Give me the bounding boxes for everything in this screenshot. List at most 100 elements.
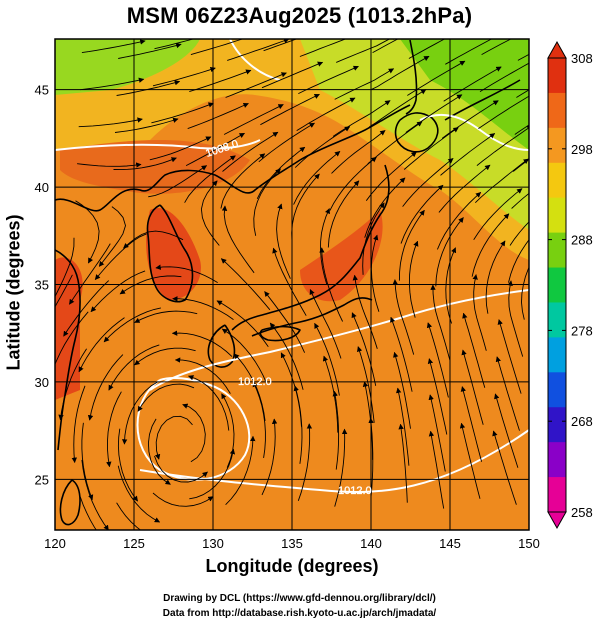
y-tick-label: 45 — [35, 83, 49, 98]
streamline — [258, 122, 315, 163]
streamline — [329, 156, 377, 211]
isobar-1008 — [55, 139, 261, 151]
streamline — [402, 158, 454, 207]
wind-streamlines — [55, 39, 529, 530]
streamline — [225, 72, 287, 98]
isobars — [55, 39, 529, 494]
streamline — [390, 316, 413, 392]
map-title: MSM 06Z23Aug2025 (1013.2hPa) — [126, 3, 473, 28]
streamline — [362, 202, 385, 275]
streamline — [276, 203, 291, 279]
isobar-north-2 — [419, 113, 529, 151]
streamline — [80, 77, 145, 91]
field-green-nw — [55, 39, 200, 95]
x-tick-labels: 120 125 130 135 140 145 150 — [44, 536, 540, 551]
streamline — [223, 104, 284, 135]
credit-drawing: Drawing by DCL (https://www.gfd-dennou.o… — [163, 593, 436, 604]
colorbar-segment — [548, 127, 566, 164]
streamline — [497, 319, 522, 394]
streamline — [264, 291, 306, 353]
streamline — [372, 39, 399, 53]
streamline — [221, 328, 268, 385]
streamline — [478, 95, 529, 129]
streamline — [137, 383, 195, 412]
streamline — [77, 162, 142, 168]
streamline — [75, 200, 100, 264]
x-tick-label: 145 — [439, 536, 461, 551]
x-tick-label: 130 — [202, 536, 224, 551]
streamline — [440, 133, 496, 176]
streamline — [152, 492, 214, 507]
streamline — [187, 375, 230, 431]
streamline — [509, 221, 529, 246]
streamline — [185, 132, 245, 167]
streamline — [293, 151, 341, 205]
streamline — [184, 155, 236, 203]
streamline — [472, 274, 487, 351]
streamline — [471, 213, 510, 277]
y-tick-label: 40 — [35, 180, 49, 195]
streamline — [331, 130, 386, 174]
streamline — [155, 415, 193, 460]
streamline — [405, 94, 463, 133]
streamline — [113, 157, 177, 171]
streamline — [119, 275, 182, 295]
streamline — [441, 100, 499, 139]
streamline — [430, 284, 451, 361]
streamline — [428, 394, 446, 472]
streamline — [393, 351, 411, 429]
streamline — [398, 209, 425, 281]
streamline — [252, 381, 266, 458]
streamline — [474, 158, 529, 204]
streamline — [149, 136, 212, 161]
streamline — [189, 448, 236, 500]
streamline — [220, 153, 266, 209]
streamline — [516, 89, 529, 98]
field-hot-honshu — [300, 210, 383, 302]
streamline — [222, 131, 279, 172]
streamline — [261, 418, 278, 496]
streamline — [171, 330, 233, 357]
credit-data: Data from http://database.rish.kyoto-u.a… — [162, 608, 437, 619]
streamline — [79, 496, 97, 530]
streamline — [314, 322, 340, 396]
streamline — [71, 385, 86, 464]
streamline — [332, 100, 391, 137]
streamline — [436, 192, 482, 250]
streamline — [134, 347, 196, 366]
streamline — [174, 357, 231, 394]
streamline — [319, 247, 344, 322]
colorbar-segment — [548, 442, 566, 478]
plot-frame — [54, 38, 530, 531]
streamline — [367, 121, 423, 165]
streamline — [55, 274, 73, 308]
streamline — [459, 422, 481, 499]
streamline — [507, 280, 524, 357]
colorbar-segment — [548, 232, 566, 269]
isobar-label-1012-b: 1012.0 — [338, 485, 372, 497]
streamline — [87, 354, 124, 421]
x-tick-label: 125 — [123, 536, 145, 551]
streamline — [521, 266, 529, 320]
colorbar: 308 298 288 278 268 258 — [547, 40, 593, 530]
streamline — [106, 391, 122, 468]
streamline — [227, 39, 290, 61]
streamline — [428, 430, 445, 509]
streamline — [511, 192, 529, 209]
coast-sakhalin — [405, 39, 418, 115]
streamline — [461, 349, 484, 425]
colorbar-segment — [548, 162, 566, 199]
streamline — [495, 356, 520, 431]
streamline — [460, 386, 483, 462]
x-tick-label: 150 — [518, 536, 540, 551]
streamline — [492, 430, 517, 505]
colorbar-tick-label: 288 — [571, 233, 593, 248]
streamline — [481, 39, 512, 55]
x-tick-label: 140 — [360, 536, 382, 551]
streamline — [408, 39, 446, 59]
streamline — [351, 312, 377, 386]
isobar-1012-loop — [149, 289, 529, 391]
colorbar-segment — [548, 197, 566, 234]
streamline — [365, 151, 417, 201]
